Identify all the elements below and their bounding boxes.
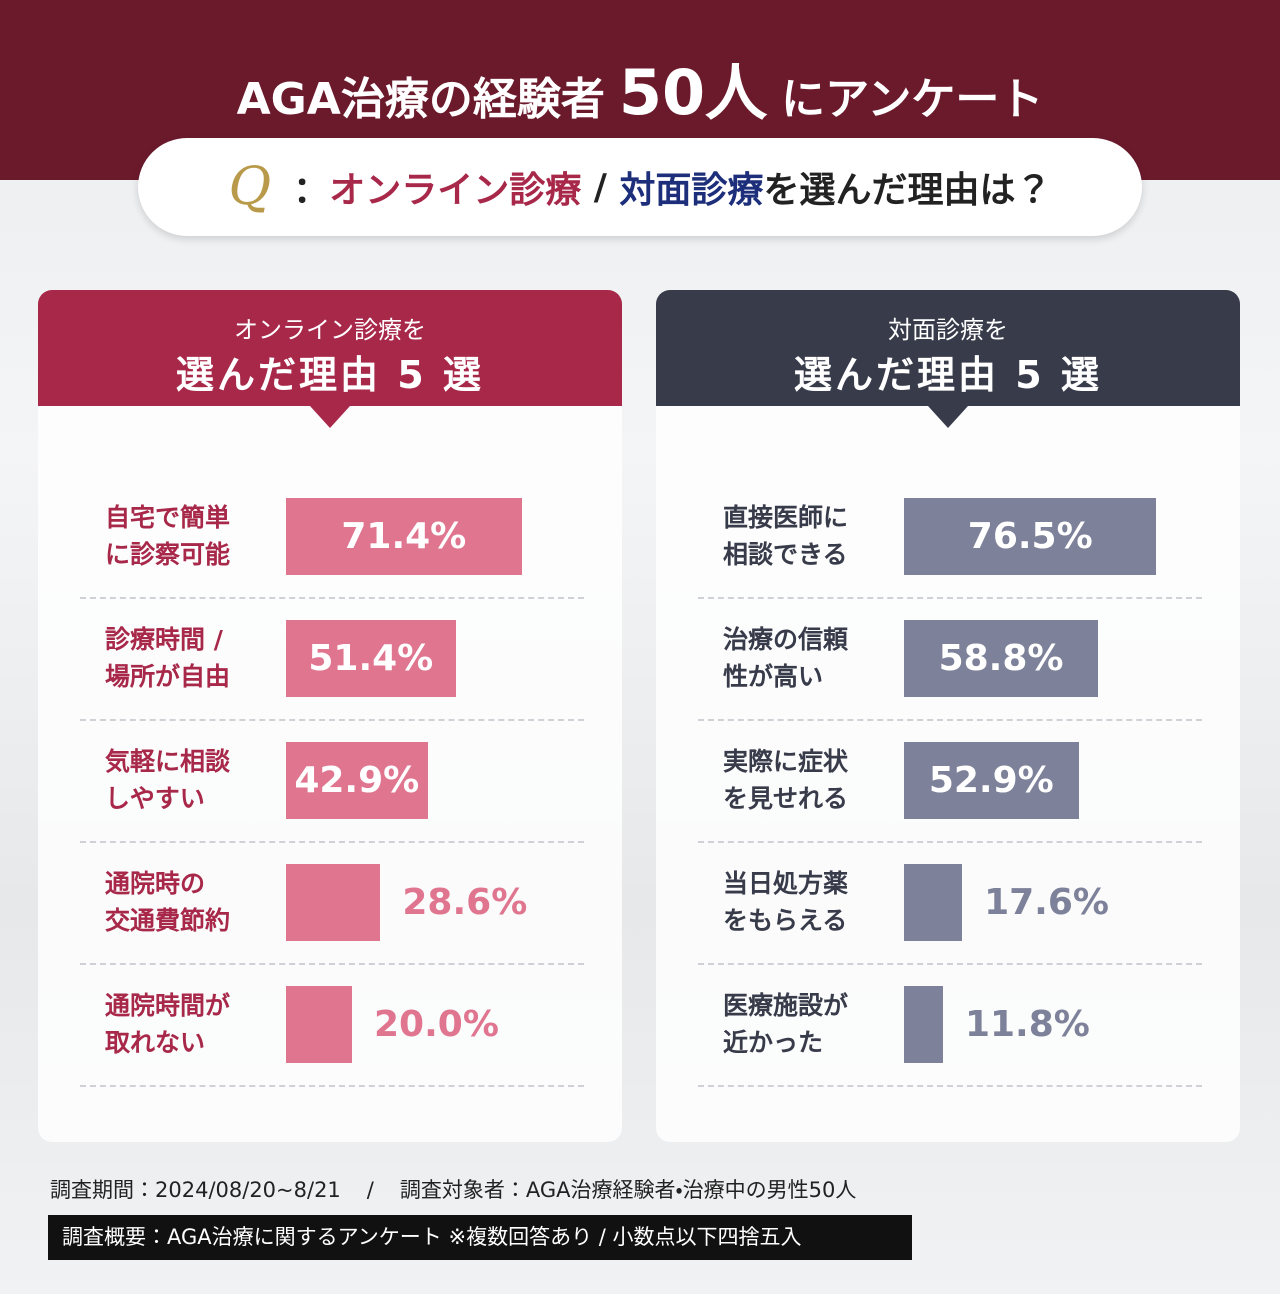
bar	[904, 498, 1157, 575]
footer-line: 調査期間：2024/08/20~8/21 / 調査対象者：AGA治療経験者・治療中の…	[50, 1174, 882, 1204]
chart-title: 選んだ理由 5 選	[794, 353, 1102, 397]
survey-target: 調査対象者：AGA治療経験者・治療中の男性50人	[399, 1178, 857, 1202]
title-part: AGA治療の経験者	[236, 74, 605, 125]
category-label: 通院時の 交通費節約	[105, 869, 231, 935]
question-text: ：	[293, 170, 330, 211]
question-text: /	[581, 166, 620, 208]
panel-header: オンライン診療を選んだ理由 5 選	[38, 290, 622, 406]
value-label: 42.9%	[294, 760, 420, 801]
footer-separator: /	[366, 1178, 374, 1202]
chart-panel: オンライン診療を選んだ理由 5 選自宅で簡単 に診察可能 71.4% 診療時間 / …	[38, 290, 622, 1142]
category-label: 通院時間が 取れない	[105, 991, 231, 1057]
value-label: 11.8%	[964, 1004, 1090, 1045]
value-label: 17.6%	[984, 882, 1109, 923]
row-separator	[80, 963, 584, 965]
question-facing: 対面診療	[619, 170, 764, 211]
title-part: にアンケート	[781, 74, 1044, 125]
survey-period: 調査期間：2024/08/20~8/21	[50, 1178, 341, 1202]
bar	[904, 864, 963, 941]
survey-summary: 調査概要：AGA治療に関するアンケート ※複数回答あり / 小数点以下四捨五入	[48, 1215, 912, 1260]
row-separator	[80, 841, 584, 843]
row-separator	[698, 597, 1202, 599]
value-label: 58.8%	[938, 638, 1064, 679]
row-separator	[698, 719, 1202, 721]
bar	[286, 620, 456, 697]
bar	[904, 620, 1099, 697]
q-mark: Q	[228, 157, 272, 217]
value-label: 51.4%	[308, 638, 434, 679]
category-label: 治療の信頼 性が高い	[723, 625, 849, 691]
value-label: 71.4%	[341, 516, 467, 557]
panel-header: 対面診療を選んだ理由 5 選	[656, 290, 1240, 406]
chart-subtitle: オンライン診療を	[234, 316, 426, 344]
category-label: 実際に症状 を見せれる	[723, 747, 849, 813]
question-pill: Q ：オンライン診療 / 対面診療 を選んだ理由は？	[138, 138, 1142, 236]
bar	[904, 986, 943, 1063]
page-title: AGA治療の経験者 50人 にアンケート	[0, 42, 1280, 132]
bar	[904, 742, 1079, 819]
category-label: 当日処方薬 をもらえる	[723, 869, 849, 935]
category-label: 直接医師に 相談できる	[723, 503, 849, 569]
row-separator	[80, 1085, 584, 1087]
category-label: 医療施設が 近かった	[723, 991, 849, 1057]
chart-subtitle: 対面診療を	[888, 316, 1008, 344]
chart-title: 選んだ理由 5 選	[176, 353, 484, 397]
value-label: 76.5%	[967, 516, 1093, 557]
row-separator	[698, 963, 1202, 965]
question-online: オンライン診療	[329, 170, 582, 211]
category-label: 診療時間 / 場所が自由	[105, 625, 231, 691]
bar	[286, 986, 352, 1063]
row-separator	[698, 1085, 1202, 1087]
value-label: 28.6%	[402, 882, 528, 923]
category-label: 気軽に相談 しやすい	[105, 747, 231, 813]
value-label: 20.0%	[374, 1004, 499, 1045]
bar	[286, 498, 522, 575]
value-label: 52.9%	[928, 760, 1054, 801]
title-number: 50人	[618, 56, 768, 129]
row-separator	[80, 719, 584, 721]
row-separator	[698, 841, 1202, 843]
bar	[286, 742, 428, 819]
category-label: 自宅で簡単 に診察可能	[105, 503, 231, 569]
row-separator	[80, 597, 584, 599]
header-pointer	[310, 406, 350, 428]
chart-panel: 対面診療を選んだ理由 5 選直接医師に 相談できる 76.5% 治療の信頼 性が高い…	[656, 290, 1240, 1142]
header-pointer	[928, 406, 968, 428]
question-text: を選んだ理由は？	[763, 170, 1052, 211]
bar	[286, 864, 381, 941]
